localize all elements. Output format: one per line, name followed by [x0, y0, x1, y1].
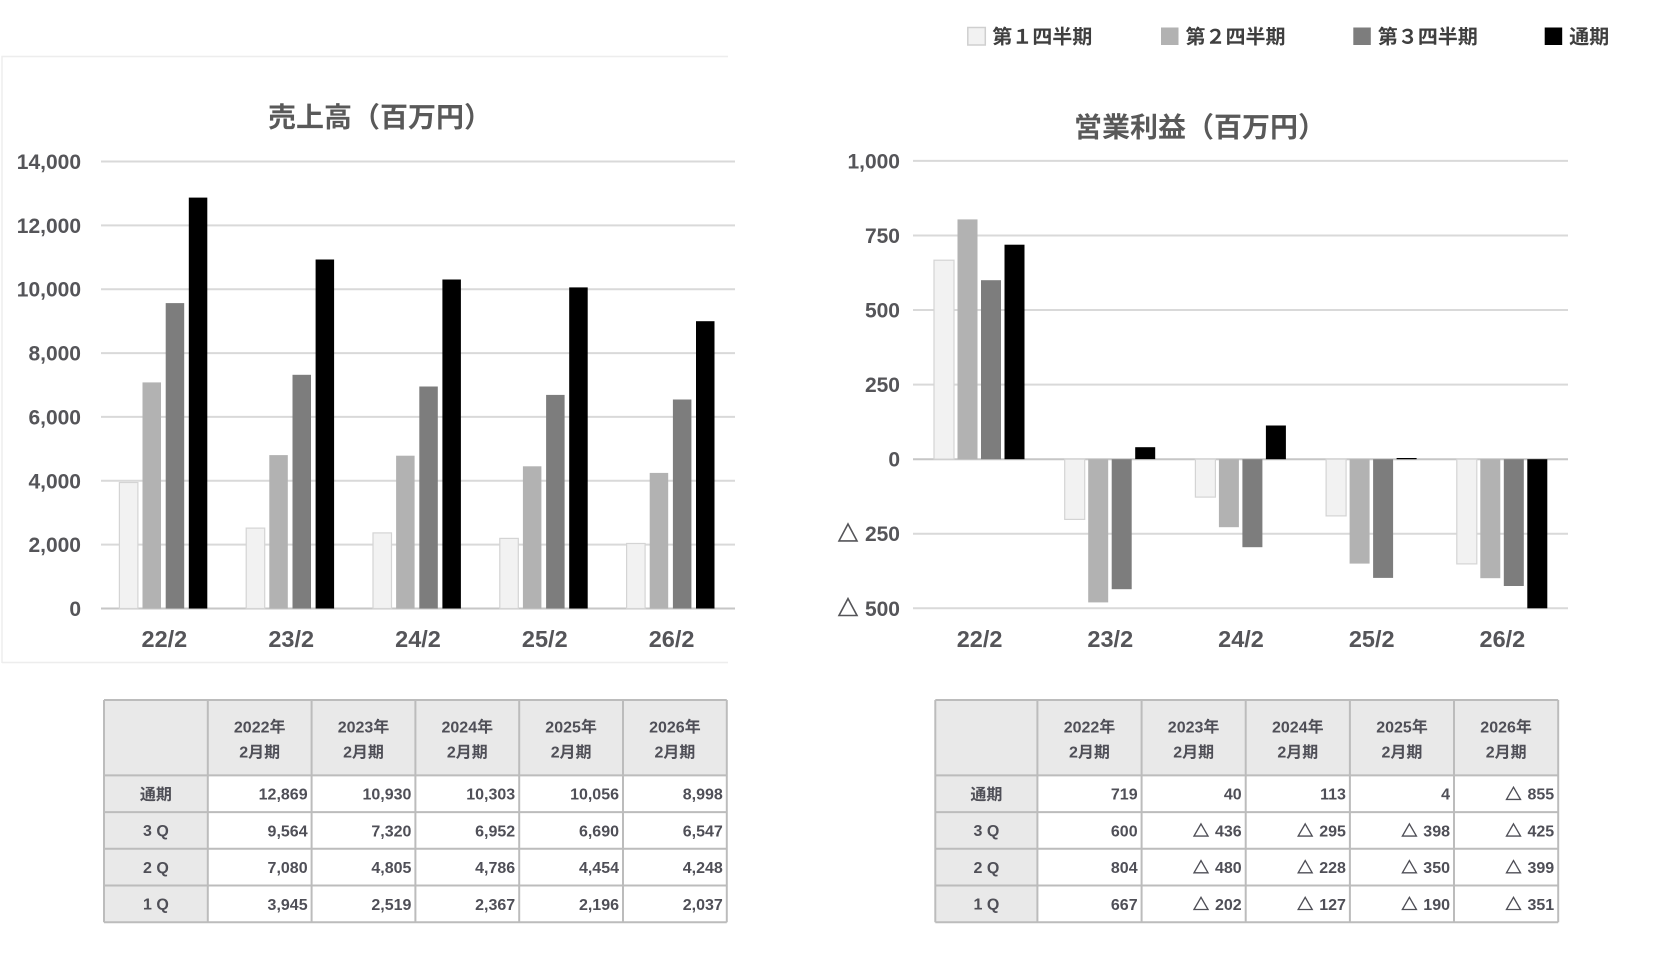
- svg-text:190: 190: [1423, 897, 1450, 914]
- svg-text:1,000: 1,000: [847, 150, 900, 173]
- svg-text:2,519: 2,519: [371, 897, 411, 914]
- svg-text:4,248: 4,248: [683, 860, 723, 877]
- svg-text:667: 667: [1111, 897, 1138, 914]
- svg-text:351: 351: [1527, 897, 1554, 914]
- svg-text:500: 500: [865, 300, 900, 323]
- svg-text:855: 855: [1527, 787, 1554, 804]
- svg-text:398: 398: [1423, 823, 1450, 840]
- svg-text:2: 2: [1173, 745, 1182, 762]
- svg-text:4,805: 4,805: [371, 860, 411, 877]
- svg-text:2024: 2024: [442, 719, 478, 736]
- svg-text:7,320: 7,320: [371, 823, 411, 840]
- svg-text:250: 250: [865, 523, 900, 546]
- svg-text:1 Q: 1 Q: [974, 897, 1000, 914]
- svg-text:2026: 2026: [1480, 719, 1516, 736]
- svg-text:2 Q: 2 Q: [143, 860, 169, 877]
- svg-text:2026: 2026: [649, 719, 685, 736]
- svg-text:25/2: 25/2: [522, 626, 568, 652]
- svg-text:2 Q: 2 Q: [974, 860, 1000, 877]
- svg-text:25/2: 25/2: [1349, 626, 1395, 652]
- svg-text:127: 127: [1319, 897, 1346, 914]
- svg-text:8,000: 8,000: [28, 343, 81, 366]
- svg-text:14,000: 14,000: [17, 151, 81, 174]
- svg-text:24/2: 24/2: [1218, 626, 1264, 652]
- svg-text:750: 750: [865, 225, 900, 248]
- svg-text:2,367: 2,367: [475, 897, 515, 914]
- svg-text:8,998: 8,998: [683, 787, 723, 804]
- svg-text:24/2: 24/2: [395, 626, 441, 652]
- svg-text:250: 250: [865, 374, 900, 397]
- svg-text:2024: 2024: [1272, 719, 1308, 736]
- svg-text:10,000: 10,000: [17, 279, 81, 302]
- svg-text:4,454: 4,454: [579, 860, 619, 877]
- svg-text:26/2: 26/2: [649, 626, 695, 652]
- svg-text:804: 804: [1111, 860, 1138, 877]
- svg-text:10,930: 10,930: [362, 787, 411, 804]
- svg-text:202: 202: [1215, 897, 1242, 914]
- svg-text:40: 40: [1224, 787, 1242, 804]
- svg-text:2,000: 2,000: [28, 534, 81, 557]
- svg-text:1 Q: 1 Q: [143, 897, 169, 914]
- svg-text:600: 600: [1111, 823, 1138, 840]
- svg-text:23/2: 23/2: [1087, 626, 1133, 652]
- svg-text:2023: 2023: [338, 719, 374, 736]
- svg-text:2,196: 2,196: [579, 897, 619, 914]
- svg-text:9,564: 9,564: [268, 823, 308, 840]
- svg-text:2022: 2022: [234, 719, 270, 736]
- svg-text:23/2: 23/2: [268, 626, 314, 652]
- svg-text:113: 113: [1320, 787, 1346, 804]
- svg-text:2023: 2023: [1168, 719, 1204, 736]
- svg-text:2025: 2025: [545, 719, 581, 736]
- svg-text:6,000: 6,000: [28, 406, 81, 429]
- svg-text:228: 228: [1319, 860, 1346, 877]
- svg-text:10,303: 10,303: [466, 787, 515, 804]
- svg-text:4: 4: [1441, 787, 1450, 804]
- svg-text:2: 2: [1277, 745, 1286, 762]
- svg-text:6,952: 6,952: [475, 823, 515, 840]
- svg-text:2022: 2022: [1064, 719, 1100, 736]
- svg-text:719: 719: [1111, 787, 1138, 804]
- svg-text:3,945: 3,945: [268, 897, 308, 914]
- svg-text:295: 295: [1319, 823, 1346, 840]
- svg-text:6,547: 6,547: [683, 823, 723, 840]
- svg-text:22/2: 22/2: [142, 626, 188, 652]
- svg-text:2: 2: [1069, 745, 1078, 762]
- svg-text:6,690: 6,690: [579, 823, 619, 840]
- svg-text:2: 2: [551, 745, 560, 762]
- svg-text:2,037: 2,037: [683, 897, 723, 914]
- svg-text:0: 0: [888, 449, 900, 472]
- svg-text:22/2: 22/2: [957, 626, 1003, 652]
- svg-text:500: 500: [865, 598, 900, 621]
- svg-text:7,080: 7,080: [268, 860, 308, 877]
- svg-text:2: 2: [343, 745, 352, 762]
- svg-text:3 Q: 3 Q: [974, 823, 1000, 840]
- svg-text:2: 2: [1382, 745, 1391, 762]
- svg-text:350: 350: [1423, 860, 1450, 877]
- svg-text:2: 2: [447, 745, 456, 762]
- svg-text:0: 0: [69, 598, 81, 621]
- svg-text:3 Q: 3 Q: [143, 823, 169, 840]
- svg-text:425: 425: [1527, 823, 1554, 840]
- svg-text:12,000: 12,000: [17, 215, 81, 238]
- svg-text:2025: 2025: [1376, 719, 1412, 736]
- svg-text:399: 399: [1527, 860, 1554, 877]
- svg-text:2: 2: [655, 745, 664, 762]
- svg-text:4,786: 4,786: [475, 860, 515, 877]
- svg-text:26/2: 26/2: [1480, 626, 1526, 652]
- svg-text:2: 2: [1486, 745, 1495, 762]
- svg-text:2: 2: [239, 745, 248, 762]
- svg-text:436: 436: [1215, 823, 1242, 840]
- svg-text:12,869: 12,869: [259, 787, 308, 804]
- svg-text:10,056: 10,056: [570, 787, 619, 804]
- svg-text:4,000: 4,000: [28, 470, 81, 493]
- svg-text:480: 480: [1215, 860, 1242, 877]
